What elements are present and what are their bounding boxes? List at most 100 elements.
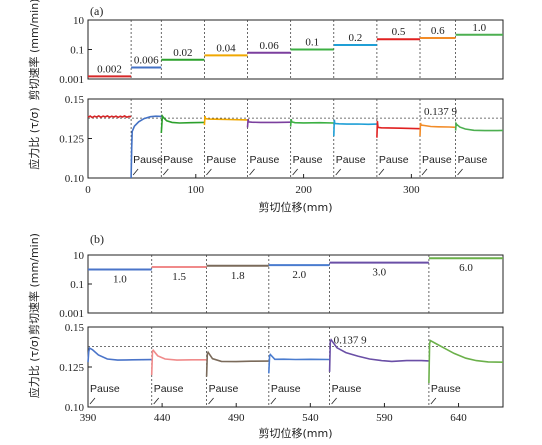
stress-axis-label: 应力比 (τ/σ) [27,336,41,398]
rate-label: 0.02 [173,47,192,59]
rate-label: 0.06 [259,40,279,52]
rate-label: 1.0 [472,22,486,34]
pause-label: Pause [431,383,461,395]
x-axis-label: 剪切位移(mm) [258,426,332,440]
pause-label: Pause [293,154,323,166]
pause-label: Pause [336,154,366,166]
stress-series-line [87,346,152,363]
pause-marker [162,168,169,176]
rate-label: 0.04 [216,42,236,54]
y-tick-label: 10 [73,250,85,262]
pause-label: Pause [163,154,193,166]
pause-marker [421,168,428,176]
pause-marker [430,397,437,405]
rate-label: 1.5 [172,271,186,283]
x-tick-label: 100 [188,184,205,196]
rate-label: 0.002 [97,63,122,75]
reference-label: 0.137 9 [334,334,368,346]
panel-b: (b) 0.001 0.1 10 1.0 1.5 1.8 2.0 3.0 6.0 剪切速率 (mm/… [27,232,504,440]
pause-label: Pause [332,383,362,395]
stress-series-line [376,121,421,138]
stress-series-line [333,119,377,137]
pause-label: Pause [458,154,488,166]
rate-axis-label: 剪切速率 (mm/min) [27,233,41,335]
rate-label: 1.8 [231,270,245,282]
stress-series-line [328,338,429,372]
stress-series-line [246,118,291,128]
pause-marker [457,168,463,176]
pause-marker [331,397,337,405]
stress-series-line [419,122,456,137]
pause-label: Pause [209,383,239,395]
rate-label: 0.5 [392,26,406,38]
stress-subplot: 0.137 9 0.10 0.125 0.15 Pause Pause Pause Pause… [27,322,504,440]
stress-series-line [268,353,330,374]
rate-label: 2.0 [292,269,306,281]
rate-label: 1.0 [113,274,127,286]
pause-marker [132,168,139,176]
rate-subplot: 0.001 0.1 10 1.0 1.5 1.8 2.0 3.0 6.0 剪切速率 (mm/min… [27,233,504,335]
stress-series-line [87,114,132,119]
pause-marker [270,397,277,405]
x-tick-label: 540 [302,412,319,424]
y-tick-label: 0.001 [59,308,84,320]
pause-marker [249,168,255,176]
x-axis-label: 剪切位移(mm) [258,200,332,214]
rate-label: 0.006 [134,55,159,67]
y-tick-label: 0.125 [59,134,84,146]
pause-marker [378,168,385,176]
y-tick-label: 0.125 [59,362,84,374]
stress-axes-frame [87,326,504,408]
y-tick-label: 0.10 [65,173,85,185]
pause-label: Pause [250,154,280,166]
pause-label: Pause [206,154,236,166]
x-tick-label: 300 [403,184,420,196]
pause-label: Pause [379,154,409,166]
pause-label: Pause [154,383,184,395]
rate-subplot: 0.001 0.1 10 0.002 0.006 0.02 0.04 0.06 0.1 0.2 0.… [27,0,504,100]
pause-label: Pause [422,154,452,166]
x-tick-label: 490 [228,412,245,424]
y-tick-label: 0.15 [65,322,85,334]
rate-label: 6.0 [459,262,473,274]
pause-label: Pause [133,154,163,166]
x-tick-label: 640 [450,412,467,424]
x-tick-label: 390 [80,412,97,424]
pause-marker [208,397,214,405]
reference-label: 0.137 9 [424,106,458,118]
y-tick-label: 0.1 [70,279,84,291]
stress-axis-label: 应力比 (τ/σ) [27,107,41,169]
stress-series-line [428,339,504,384]
x-tick-label: 200 [295,184,312,196]
pause-marker [335,168,342,176]
rate-label: 0.6 [431,25,445,37]
pause-marker [292,168,298,176]
panel-label: (a) [90,4,103,18]
pause-label: Pause [271,383,301,395]
pause-marker [153,397,160,405]
stress-series-line [205,350,269,377]
rate-label: 0.2 [348,32,362,44]
stress-series-line [130,115,162,179]
pause-marker [89,397,96,405]
y-tick-label: 0.15 [65,94,85,106]
rate-label: 3.0 [372,267,386,279]
y-tick-label: 10 [73,15,85,27]
stress-series-line [289,119,334,127]
y-tick-label: 0.001 [59,74,84,86]
x-tick-label: 0 [85,184,91,196]
stress-series-line [203,115,248,126]
rate-axes-frame [87,254,504,314]
rate-axis-label: 剪切速率 (mm/min) [27,0,41,100]
stress-series-line [160,113,205,134]
pause-marker [206,168,212,176]
y-tick-label: 0.10 [65,402,85,414]
panel-label: (b) [90,232,104,246]
stress-series-line [150,348,207,376]
rate-label: 0.1 [305,37,319,49]
y-tick-label: 0.1 [70,45,84,57]
x-tick-label: 590 [376,412,393,424]
